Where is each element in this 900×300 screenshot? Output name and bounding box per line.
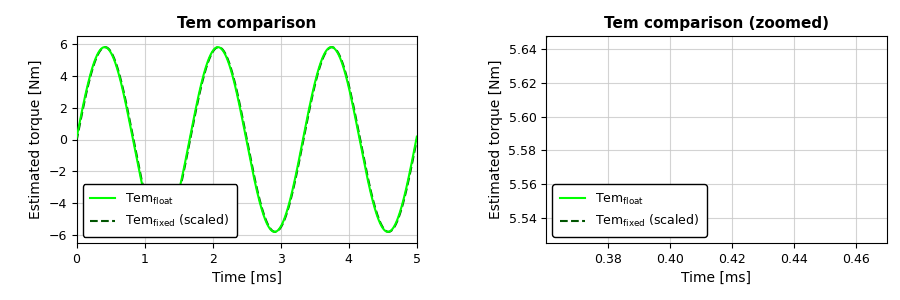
Legend: Tem$_{\mathregular{float}}$, Tem$_{\mathregular{fixed}}$ (scaled): Tem$_{\mathregular{float}}$, Tem$_{\math…: [553, 184, 706, 237]
Title: Tem comparison (zoomed): Tem comparison (zoomed): [604, 16, 829, 31]
Title: Tem comparison: Tem comparison: [177, 16, 317, 31]
Legend: Tem$_{\mathregular{float}}$, Tem$_{\mathregular{fixed}}$ (scaled): Tem$_{\mathregular{float}}$, Tem$_{\math…: [83, 184, 238, 237]
Y-axis label: Estimated torque [Nm]: Estimated torque [Nm]: [29, 60, 43, 219]
X-axis label: Time [ms]: Time [ms]: [212, 271, 282, 285]
X-axis label: Time [ms]: Time [ms]: [681, 271, 751, 285]
Y-axis label: Estimated torque [Nm]: Estimated torque [Nm]: [489, 60, 503, 219]
